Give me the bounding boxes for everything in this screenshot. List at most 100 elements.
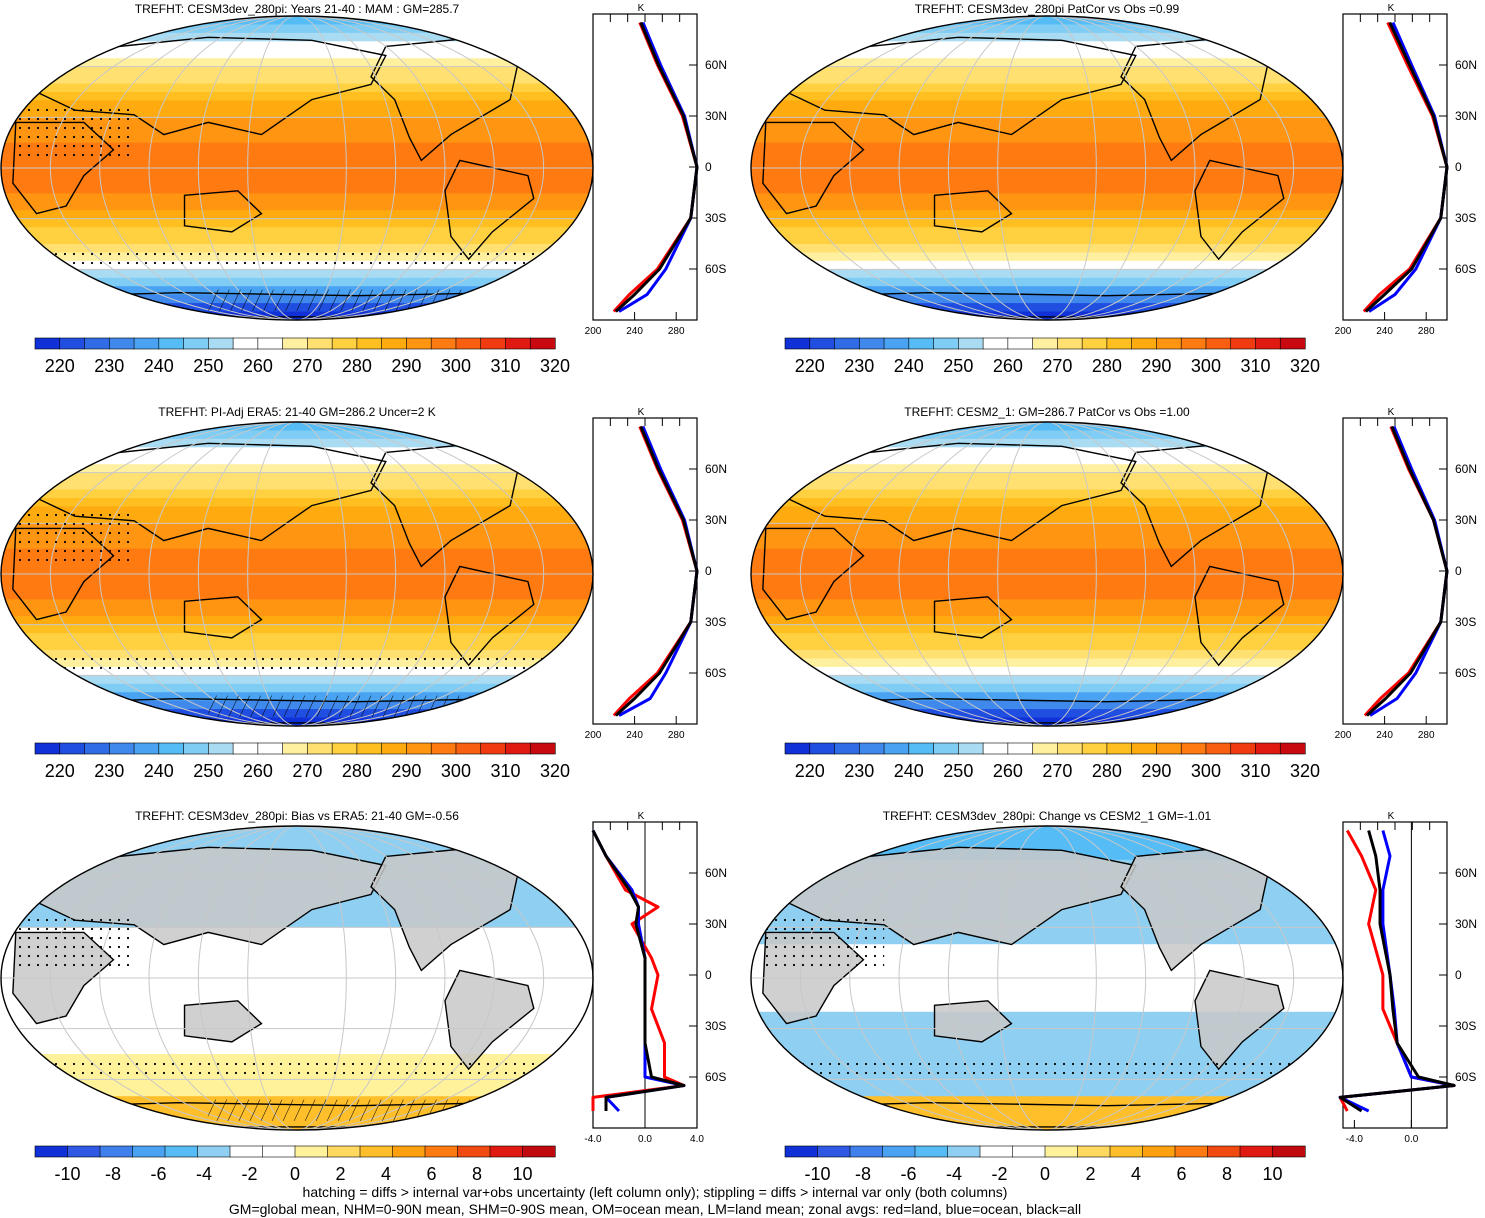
- colorbar-label: 240: [144, 356, 174, 376]
- colorbar-swatch: [858, 337, 885, 350]
- lat-band: [751, 548, 1343, 558]
- colorbar-swatch: [1012, 1145, 1046, 1158]
- continent-samerica: [444, 159, 535, 261]
- lat-band: [1, 523, 593, 533]
- lat-band: [751, 834, 1343, 844]
- colorbar-swatch: [59, 742, 86, 755]
- colorbar-label: 250: [193, 761, 223, 781]
- colorbar-label: 270: [1042, 356, 1072, 376]
- colorbar-swatch: [34, 742, 61, 755]
- colorbar-swatch: [132, 1145, 166, 1158]
- lat-band: [1, 1011, 593, 1021]
- zonal-ylabel: 60N: [1455, 58, 1477, 72]
- colorbar-label: 240: [894, 761, 924, 781]
- lat-band: [1, 100, 593, 110]
- lat-band: [751, 582, 1343, 592]
- zonal-ylabel: 30S: [705, 1019, 726, 1033]
- lat-band: [751, 489, 1343, 499]
- colorbar-label: -10: [804, 1164, 830, 1184]
- zonal-xlabel: 200: [1335, 326, 1352, 337]
- lat-band: [1, 1121, 593, 1130]
- zonal-curve-all: [614, 21, 699, 313]
- colorbar-label: 10: [512, 1164, 532, 1184]
- lat-band: [1, 41, 593, 51]
- zonal-ylabel: 30S: [1455, 615, 1476, 629]
- zonal-ylabel: 30N: [705, 109, 727, 123]
- colorbar-label: 300: [1191, 761, 1221, 781]
- colorbar-label: 230: [844, 356, 874, 376]
- zonal-unit: K: [1388, 3, 1395, 14]
- colorbar-swatch: [1106, 742, 1133, 755]
- colorbar-swatch: [232, 337, 259, 350]
- lat-band: [751, 641, 1343, 651]
- colorbar-label: -10: [54, 1164, 80, 1184]
- zonal-xlabel: 240: [626, 730, 643, 741]
- zonal-ylabel: 30N: [705, 917, 727, 931]
- lat-band: [1, 961, 593, 971]
- panel-title: TREFHT: PI-Adj ERA5: 21-40 GM=286.2 Unce…: [158, 405, 435, 419]
- lat-band: [1, 633, 593, 643]
- colorbar-label: 300: [441, 356, 471, 376]
- lat-band: [1, 531, 593, 541]
- lat-band: [1, 117, 593, 127]
- colorbar-swatch: [133, 337, 160, 350]
- lat-band: [751, 994, 1343, 1004]
- lat-band: [1, 455, 593, 465]
- lat-band: [751, 952, 1343, 962]
- colorbar-swatch: [1057, 742, 1083, 755]
- lat-band: [751, 565, 1343, 575]
- colorbar-swatch: [392, 1145, 426, 1158]
- colorbar-label: 260: [993, 356, 1023, 376]
- colorbar-label: 280: [1092, 761, 1122, 781]
- lat-band: [751, 1028, 1343, 1038]
- graticule-lon: [849, 16, 1245, 320]
- colorbar-swatch: [307, 337, 333, 350]
- colorbar-swatch: [982, 742, 1009, 755]
- graticule-lon: [148, 422, 446, 726]
- colorbar-swatch: [327, 1145, 361, 1158]
- graticule-lon: [247, 422, 347, 726]
- zonal-curve-land: [1363, 425, 1449, 717]
- lat-band: [1, 565, 593, 575]
- graticule-lon: [997, 16, 1097, 320]
- graticule-lon: [849, 422, 1245, 726]
- zonal-ylabel: 30N: [1455, 513, 1477, 527]
- colorbar-swatch: [257, 742, 284, 755]
- lat-band: [1, 1079, 593, 1089]
- colorbar-label: 270: [1042, 761, 1072, 781]
- lat-band: [751, 430, 1343, 440]
- zonal-ylabel: 60N: [705, 866, 727, 880]
- colorbar-swatch: [1279, 337, 1306, 350]
- colorbar-swatch: [455, 337, 482, 350]
- colorbar-label: 290: [391, 761, 421, 781]
- hatching: [208, 289, 475, 311]
- colorbar-swatch: [208, 742, 234, 755]
- zonal-xlabel: 240: [1376, 730, 1393, 741]
- colorbar-swatch: [1081, 742, 1108, 755]
- graticule-lon: [99, 826, 495, 1130]
- lat-band: [751, 464, 1343, 474]
- colorbar-label: 300: [1191, 356, 1221, 376]
- colorbar-swatch: [1272, 1145, 1306, 1158]
- lat-band: [751, 978, 1343, 988]
- lat-band: [1, 438, 593, 448]
- graticule-lon: [197, 16, 397, 320]
- stippling: [751, 1061, 1343, 1080]
- colorbar-swatch: [529, 742, 556, 755]
- colorbar-swatch: [208, 337, 234, 350]
- colorbar-swatch: [158, 337, 185, 350]
- lat-band: [751, 969, 1343, 979]
- zonal-xlabel: 240: [1376, 326, 1393, 337]
- panel-title: TREFHT: CESM2_1: GM=286.7 PatCor vs Obs …: [904, 405, 1190, 419]
- lat-band: [1, 193, 593, 203]
- colorbar-swatch: [1174, 1145, 1209, 1158]
- lat-band: [751, 176, 1343, 186]
- colorbar-swatch: [108, 337, 135, 350]
- continent-samerica: [444, 969, 535, 1071]
- map-field: [751, 826, 1343, 1130]
- lat-band: [1, 108, 593, 118]
- lat-band: [751, 75, 1343, 85]
- lat-band: [751, 1087, 1343, 1097]
- colorbar-label: 250: [943, 356, 973, 376]
- lat-band: [1, 472, 593, 482]
